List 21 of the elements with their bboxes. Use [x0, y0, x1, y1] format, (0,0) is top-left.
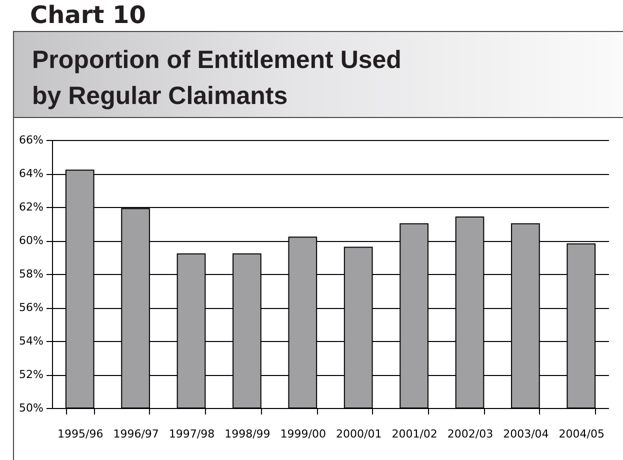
x-tick-label: 1996/97 — [113, 428, 159, 440]
caption: Chart 10 — [30, 0, 146, 30]
y-tick-label: 58% — [19, 268, 44, 280]
y-tick-label: 50% — [19, 402, 44, 414]
y-tick-label: 62% — [19, 200, 44, 214]
y-tick-label: 54% — [19, 334, 44, 348]
y-tick-label: 60% — [19, 234, 44, 247]
y-tick-label: 64% — [19, 167, 44, 180]
x-tick-label: 2004/05 — [558, 428, 604, 440]
x-tick-label: 2000/01 — [336, 428, 382, 440]
x-tick-label: 2003/04 — [503, 428, 549, 440]
x-tick-label: 1998/99 — [224, 428, 270, 440]
x-tick-label: 2002/03 — [447, 428, 494, 440]
chart-title: Proportion of Entitlement Used by Regular Claimants — [32, 45, 402, 112]
x-tick-label: 1999/00 — [280, 428, 326, 440]
x-tick-label: 2001/02 — [392, 428, 438, 440]
x-tick-label: 1995/96 — [58, 428, 104, 440]
y-tick-label: 66% — [19, 134, 44, 146]
x-tick-label: 1997/98 — [168, 428, 215, 440]
y-tick-label: 56% — [19, 301, 44, 314]
y-tick-label: 52% — [19, 368, 44, 381]
